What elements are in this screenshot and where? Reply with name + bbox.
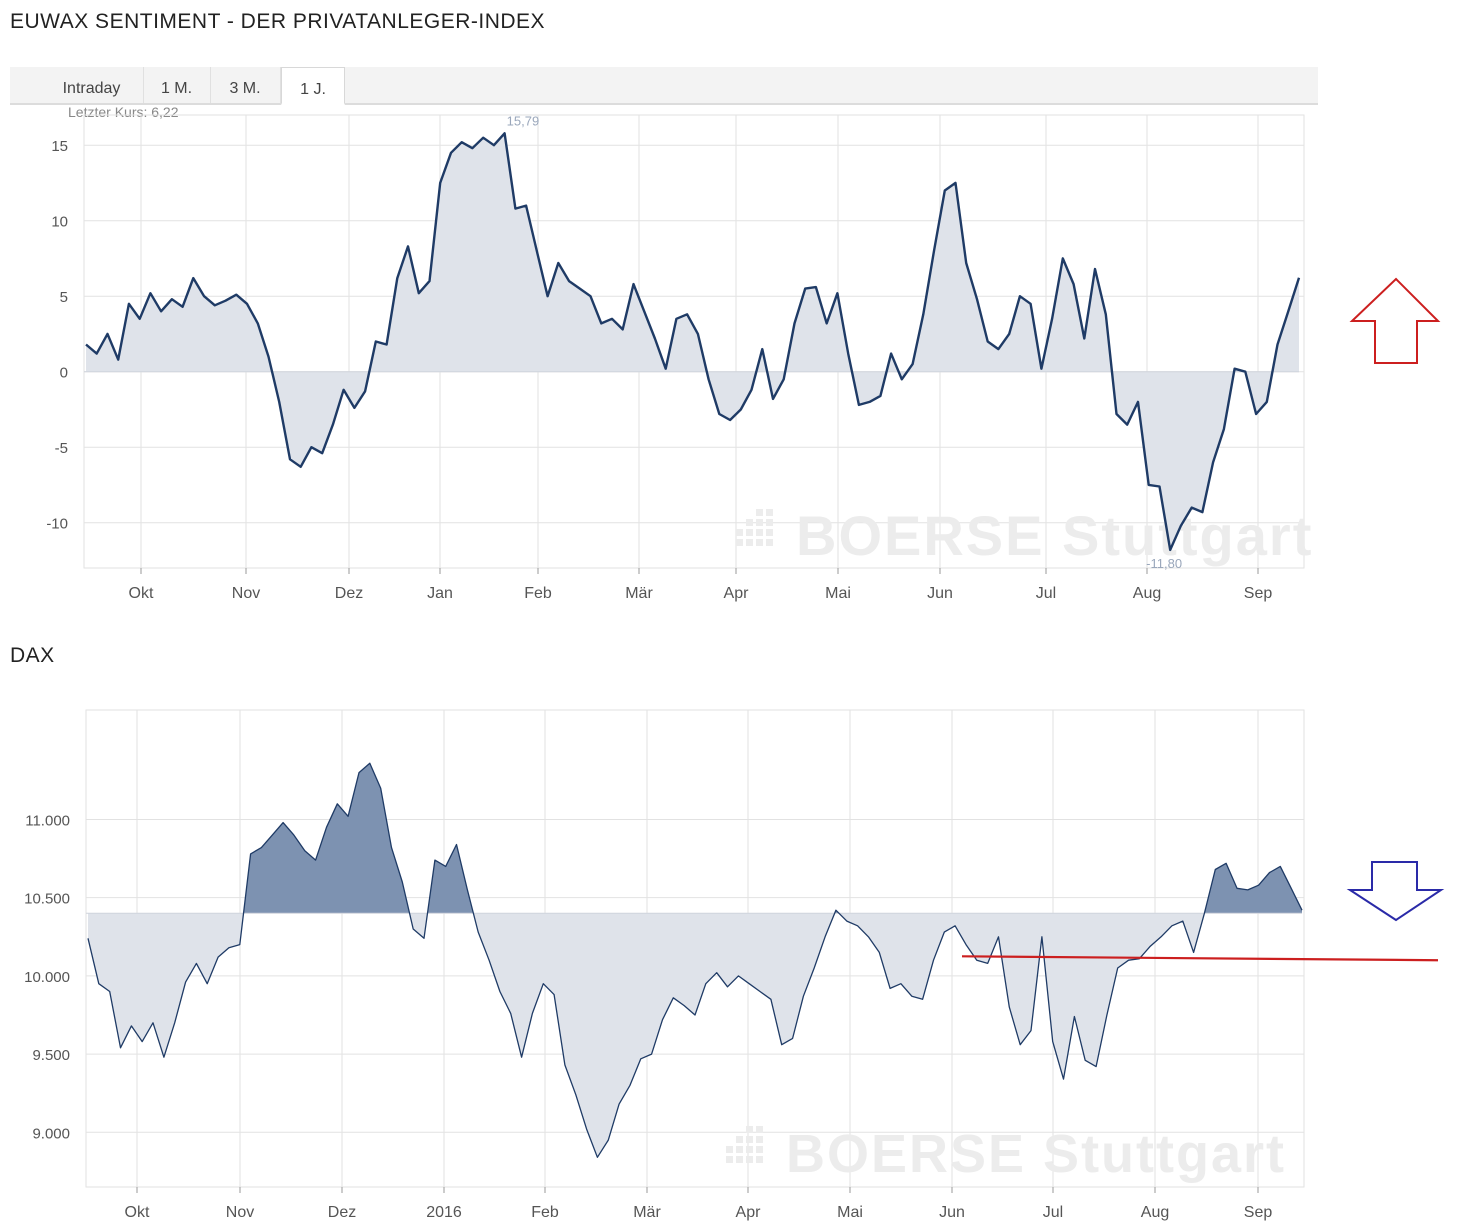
dax-chart: Okt Nov Dez 2016 Feb Mär Apr Mai Jun Jul Aug Sep 11.… [24,709,1439,1221]
x-tick-label: Aug [1141,1204,1169,1221]
sentiment-chart-title: EUWAX SENTIMENT - DER PRIVATANLEGER-INDE… [10,10,546,33]
watermark-dot [726,1156,733,1163]
sentiment-chart: Okt Nov Dez Jan Feb Mär Apr Mai Jun Jul Aug Sep 15 10… [46,113,1313,602]
min-value-label: -11,80 [1146,556,1182,571]
x-tick-label: Jun [939,1204,965,1221]
watermark-dot [746,519,753,526]
watermark-dot [726,1146,733,1153]
y-tick-label: -5 [55,440,68,457]
x-tick-label: Aug [1133,585,1161,602]
dax-chart-title: DAX [10,644,55,667]
x-tick-label: Apr [724,585,750,602]
watermark-dot [756,509,763,516]
up-arrow-icon [1349,277,1441,364]
down-arrow-icon [1346,861,1445,922]
watermark-text: BOERSE Stuttgart [786,1124,1286,1184]
watermark-dot [746,1136,753,1143]
y-tick-label: -10 [46,516,68,533]
watermark-dot [756,1156,763,1163]
watermark-dot [756,529,763,536]
watermark-dot [766,509,773,516]
y-tick-label: 10 [51,214,68,231]
x-tick-label: Sep [1244,585,1273,602]
x-tick-label: Feb [524,585,552,602]
watermark-dot [746,529,753,536]
watermark-dot [756,1126,763,1133]
watermark-logo-icon [736,509,773,546]
tab-3-months[interactable]: 3 M. [210,67,281,103]
series-line [87,762,1303,1158]
x-tick-label: Feb [531,1204,559,1221]
x-tick-label: Sep [1244,1204,1273,1221]
x-tick-label: Jun [927,585,953,602]
watermark-logo-icon [726,1126,763,1163]
watermark-dot [746,539,753,546]
series-line [85,132,1301,552]
area-fill [88,763,1302,1158]
x-tick-label: Jul [1036,585,1056,602]
watermark-dot [746,1156,753,1163]
x-tick-label: Nov [226,1204,254,1221]
area-fill-above-baseline [88,763,1302,914]
max-value-label: 15,79 [507,113,540,128]
watermark-dot [766,519,773,526]
watermark-dot [736,1156,743,1163]
watermark-dot [736,539,743,546]
x-tick-label: Mai [837,1204,863,1221]
y-tick-label: 10.500 [24,891,70,908]
x-tick-label: Dez [335,585,363,602]
x-tick-label: Mär [625,585,653,602]
watermark-text: BOERSE Stuttgart [796,504,1313,567]
x-tick-label: Nov [232,585,260,602]
watermark-dot [756,519,763,526]
watermark-dot [746,1126,753,1133]
x-tick-label: Jan [427,585,453,602]
plot-frame [85,709,1305,1188]
last-price-label: Letzter Kurs: 6,22 [68,104,179,120]
y-tick-label: 10.000 [24,969,70,986]
x-tick-label: Jul [1043,1204,1063,1221]
tab-intraday[interactable]: Intraday [40,67,144,103]
trend-line [961,955,1439,962]
x-tick-label: Mär [633,1204,661,1221]
watermark-dot [736,529,743,536]
timeframe-tabbar: Intraday 1 M. 3 M. 1 J. [10,67,1318,105]
y-tick-label: 9.500 [32,1047,70,1064]
x-tick-label: Apr [736,1204,762,1221]
x-tick-label: Okt [125,1204,150,1221]
watermark-dot [756,1146,763,1153]
watermark-dot [756,1136,763,1143]
watermark-dot [736,1146,743,1153]
y-tick-label: 9.000 [32,1125,70,1142]
y-tick-label: 15 [51,138,68,155]
x-tick-label: Dez [328,1204,356,1221]
watermark-dot [736,1136,743,1143]
watermark-dot [766,529,773,536]
x-tick-label: Okt [129,585,154,602]
watermark-dot [756,539,763,546]
watermark-dot [746,1146,753,1153]
y-tick-label: 5 [60,289,68,306]
annotations [1346,277,1445,922]
tab-1-year[interactable]: 1 J. [281,67,345,105]
x-tick-label: Mai [825,585,851,602]
y-tick-label: 11.000 [25,812,70,829]
tab-1-month[interactable]: 1 M. [143,67,211,103]
area-fill [86,133,1299,550]
y-tick-label: 0 [60,365,68,382]
watermark-dot [766,539,773,546]
x-tick-label: 2016 [426,1204,462,1221]
plot-frame [83,114,1305,569]
